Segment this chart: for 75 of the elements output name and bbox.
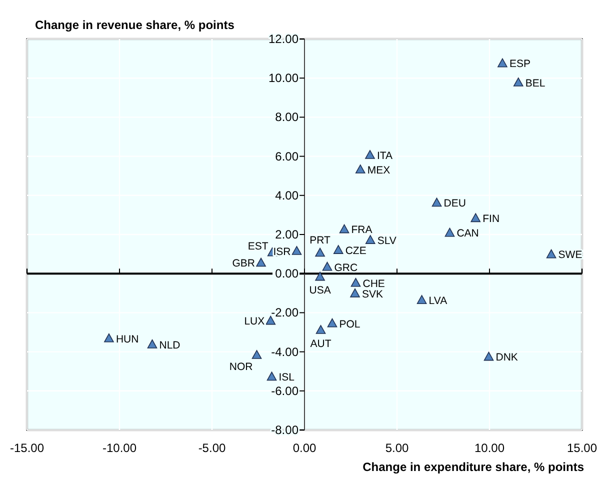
annotation: CAN (456, 228, 479, 240)
point (365, 150, 375, 159)
annotation: ISL (278, 372, 295, 384)
annotation: AUT (310, 338, 332, 350)
point (355, 164, 366, 174)
point (333, 245, 344, 254)
annotation: HUN (116, 333, 139, 346)
point (316, 325, 326, 334)
y-tick-label: 12.00 (268, 32, 299, 46)
annotation: NLD (159, 339, 181, 352)
annotation: ISR (273, 246, 292, 258)
point (484, 352, 494, 361)
point (252, 350, 262, 359)
annotation: GRC (334, 262, 358, 274)
y-tick-label: -4.00 (271, 344, 299, 359)
annotation: ITA (376, 150, 393, 162)
annotation: CZE (345, 244, 366, 257)
point (266, 316, 276, 325)
x-tick-label: -10.00 (102, 441, 137, 455)
point (350, 288, 360, 298)
annotation: USA (309, 284, 331, 297)
point (315, 272, 325, 281)
point (292, 246, 302, 255)
annotation: NOR (229, 360, 254, 373)
point (350, 278, 361, 287)
annotation: LVA (428, 294, 448, 307)
point (444, 228, 455, 237)
point (327, 318, 338, 328)
annotation: BEL (525, 77, 546, 90)
x-tick-label: 5.00 (385, 441, 409, 455)
x-tick-label: 15.00 (566, 441, 598, 455)
point (322, 262, 332, 271)
point (498, 58, 508, 68)
x-tick-label: 10.00 (474, 441, 505, 455)
annotation: MEX (367, 164, 390, 176)
point (147, 339, 158, 348)
x-axis-title: Change in expenditure share, % points (362, 460, 584, 474)
y-tick-label: -2.00 (271, 306, 299, 320)
point (365, 235, 376, 244)
y-tick-label: 0.00 (275, 266, 299, 281)
annotation: FRA (351, 224, 372, 236)
point (546, 249, 556, 258)
annotation: SLV (377, 234, 396, 247)
point (470, 213, 481, 222)
annotation: ESP (509, 58, 530, 70)
y-tick-label: 4.00 (275, 188, 299, 202)
y-tick-label: 10.00 (268, 71, 299, 86)
y-tick-label: -6.00 (271, 384, 299, 398)
y-tick-label: -8.00 (271, 423, 299, 437)
annotation: PRT (310, 234, 332, 247)
point (104, 333, 114, 342)
x-tick-label: 0.00 (292, 441, 316, 455)
point (256, 258, 266, 267)
x-tick-label: -15.00 (10, 441, 44, 455)
y-axis-title: Change in revenue share, % points (35, 18, 235, 32)
annotation: LUX (244, 316, 265, 328)
annotation: EST (248, 240, 269, 252)
annotation: SVK (362, 288, 384, 300)
point (513, 78, 524, 86)
point (432, 198, 442, 207)
annotation: POL (339, 318, 360, 330)
annotation: GBR (232, 258, 256, 270)
y-tick-label: 6.00 (275, 149, 299, 164)
annotation: SWE (558, 249, 582, 262)
annotation: CHE (362, 278, 385, 290)
annotation: FIN (482, 213, 500, 226)
x-tick-label: -5.00 (198, 441, 226, 455)
point (416, 295, 427, 304)
point (315, 248, 325, 257)
point (266, 372, 277, 381)
y-tick-label: 2.00 (275, 228, 299, 242)
annotation: DNK (496, 352, 518, 364)
point (339, 224, 350, 234)
annotation: DEU (444, 198, 466, 210)
y-tick-label: 8.00 (275, 110, 299, 124)
